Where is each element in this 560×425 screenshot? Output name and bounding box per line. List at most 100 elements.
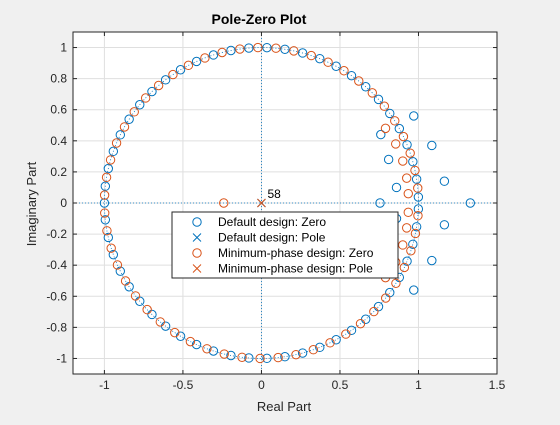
y-tick-label: 0.8 bbox=[50, 72, 67, 86]
x-tick-label: 1.5 bbox=[489, 378, 506, 392]
y-axis-label: Imaginary Part bbox=[24, 161, 39, 246]
zero-marker bbox=[99, 198, 110, 208]
zero-marker bbox=[402, 256, 412, 266]
zero-marker bbox=[280, 44, 290, 54]
y-tick-label: 0.2 bbox=[50, 165, 67, 179]
zero-marker bbox=[168, 69, 178, 80]
zero-marker bbox=[439, 176, 450, 186]
zero-marker bbox=[183, 60, 194, 71]
chart-title: Pole-Zero Plot bbox=[212, 11, 307, 27]
zero-marker bbox=[355, 318, 366, 329]
zero-marker bbox=[408, 239, 418, 249]
zero-marker bbox=[255, 353, 265, 364]
zero-marker bbox=[465, 198, 476, 208]
zero-marker bbox=[376, 129, 386, 140]
zero-marker bbox=[115, 130, 126, 140]
zero-marker bbox=[373, 94, 384, 105]
zero-marker bbox=[191, 339, 202, 350]
zero-marker bbox=[409, 285, 419, 295]
y-tick-label: 0.4 bbox=[50, 134, 67, 148]
axis-ticks: -1 -0.5 0 0.5 1 1.5 -1 -0.8 -0.6 -0.4 -0.2 0 0.2 0.4 0… bbox=[46, 32, 506, 392]
zero-marker bbox=[411, 174, 422, 184]
y-tick-label: -0.8 bbox=[46, 320, 67, 334]
zero-marker bbox=[217, 47, 227, 58]
zero-marker bbox=[235, 44, 245, 54]
y-tick-label: 0 bbox=[60, 196, 67, 210]
zero-marker bbox=[291, 349, 301, 360]
zero-marker bbox=[297, 348, 308, 358]
zero-marker bbox=[315, 53, 325, 64]
x-tick-label: 0.5 bbox=[332, 378, 349, 392]
zero-marker bbox=[226, 45, 236, 56]
zero-marker bbox=[406, 246, 416, 256]
zero-marker bbox=[175, 65, 186, 75]
zero-marker bbox=[244, 353, 254, 363]
x-tick-label: -0.5 bbox=[173, 378, 194, 392]
zero-marker bbox=[383, 154, 394, 165]
y-tick-label: -1 bbox=[56, 351, 67, 365]
legend-entry: Default design: Pole bbox=[218, 231, 326, 245]
zero-marker bbox=[410, 165, 420, 176]
zero-marker bbox=[367, 88, 377, 98]
zero-marker bbox=[391, 182, 402, 193]
zero-marker bbox=[394, 123, 405, 134]
zero-marker bbox=[413, 183, 423, 193]
zero-marker bbox=[411, 222, 422, 232]
zero-marker bbox=[120, 276, 131, 286]
zero-marker bbox=[399, 262, 410, 273]
zero-marker bbox=[339, 66, 349, 76]
zero-marker bbox=[208, 346, 219, 356]
zero-marker bbox=[202, 344, 212, 354]
zero-marker bbox=[219, 349, 229, 359]
zero-marker bbox=[379, 101, 390, 111]
zero-marker bbox=[398, 156, 408, 166]
x-tick-label: -1 bbox=[99, 378, 110, 392]
zero-marker bbox=[354, 76, 364, 86]
zero-marker bbox=[101, 172, 112, 183]
pole-marker bbox=[257, 198, 266, 208]
zero-marker bbox=[115, 266, 126, 276]
zero-marker bbox=[108, 146, 119, 157]
zero-marker bbox=[289, 46, 299, 56]
zero-marker bbox=[413, 204, 424, 214]
zero-marker bbox=[273, 352, 283, 363]
y-tick-label: -0.2 bbox=[46, 227, 67, 241]
zero-marker bbox=[237, 352, 247, 362]
zero-marker bbox=[106, 243, 116, 253]
zero-marker bbox=[408, 157, 418, 167]
zero-marker bbox=[253, 42, 263, 53]
zero-marker bbox=[402, 223, 412, 233]
legend-entry: Default design: Zero bbox=[218, 215, 326, 229]
zero-marker bbox=[323, 57, 333, 67]
zero-marker bbox=[153, 80, 164, 91]
zero-marker bbox=[402, 173, 412, 183]
zero-marker bbox=[380, 293, 391, 303]
zero-marker bbox=[341, 329, 351, 339]
zero-marker bbox=[226, 350, 236, 361]
zero-marker bbox=[331, 335, 341, 345]
zero-marker bbox=[398, 131, 409, 142]
zero-marker bbox=[413, 211, 423, 221]
y-tick-label: 0.6 bbox=[50, 103, 67, 117]
legend-marker bbox=[192, 248, 202, 258]
zero-marker bbox=[297, 48, 308, 58]
zero-marker bbox=[147, 86, 157, 97]
zero-marker bbox=[271, 43, 281, 53]
y-tick-label: 1 bbox=[60, 41, 67, 55]
zero-marker bbox=[375, 198, 385, 208]
zero-marker bbox=[373, 301, 384, 312]
zero-marker bbox=[369, 306, 379, 317]
zero-marker bbox=[410, 228, 421, 239]
zero-marker bbox=[102, 226, 112, 236]
y-tick-label: -0.4 bbox=[46, 258, 67, 272]
zero-marker bbox=[244, 43, 254, 53]
zero-marker bbox=[403, 207, 413, 218]
zero-marker bbox=[103, 232, 114, 243]
legend-marker bbox=[192, 233, 202, 242]
zero-marker bbox=[391, 139, 401, 149]
pole-multiplicity-label: 58 bbox=[267, 187, 281, 201]
zero-marker bbox=[100, 181, 111, 191]
unit-circle bbox=[104, 47, 419, 359]
zero-marker bbox=[403, 188, 413, 199]
